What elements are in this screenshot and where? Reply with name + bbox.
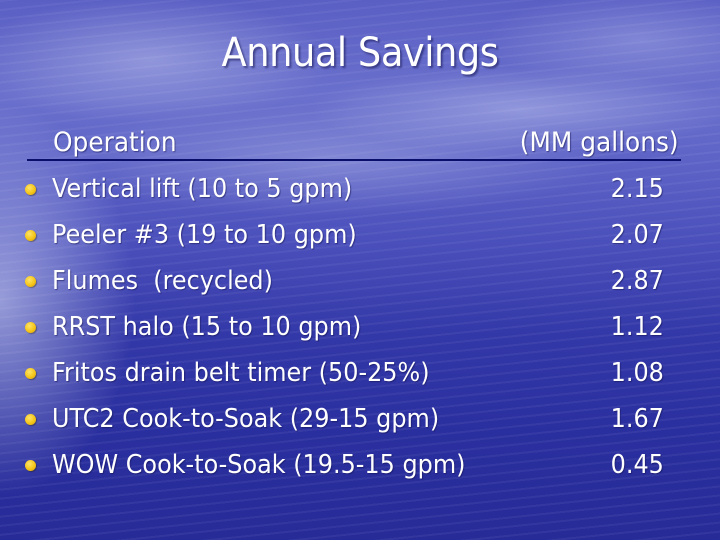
list-item: Flumes (recycled) 2.87	[0, 262, 720, 308]
savings-value: 1.12	[610, 312, 664, 342]
operation-label: Flumes (recycled)	[52, 266, 273, 296]
list-item: Peeler #3 (19 to 10 gpm) 2.07	[0, 216, 720, 262]
bullet-icon	[25, 368, 36, 379]
bullet-icon	[25, 184, 36, 195]
operation-label: RRST halo (15 to 10 gpm)	[52, 312, 362, 342]
list-item: Fritos drain belt timer (50-25%) 1.08	[0, 354, 720, 400]
bullet-icon	[25, 230, 36, 241]
operation-label: Vertical lift (10 to 5 gpm)	[52, 174, 353, 204]
bullet-icon	[25, 322, 36, 333]
list-item: RRST halo (15 to 10 gpm) 1.12	[0, 308, 720, 354]
savings-list: Vertical lift (10 to 5 gpm) 2.15 Peeler …	[0, 170, 720, 492]
header-operation: Operation	[53, 127, 177, 158]
list-item: Vertical lift (10 to 5 gpm) 2.15	[0, 170, 720, 216]
operation-label: Peeler #3 (19 to 10 gpm)	[52, 220, 357, 250]
savings-value: 2.87	[610, 266, 664, 296]
slide-title: Annual Savings	[221, 30, 499, 76]
savings-value: 2.15	[610, 174, 664, 204]
list-item: WOW Cook-to-Soak (19.5-15 gpm) 0.45	[0, 446, 720, 492]
bullet-icon	[25, 276, 36, 287]
table-header: Operation (MM gallons)	[27, 127, 681, 161]
header-units: (MM gallons)	[520, 127, 679, 158]
operation-label: Fritos drain belt timer (50-25%)	[52, 358, 430, 388]
operation-label: WOW Cook-to-Soak (19.5-15 gpm)	[52, 450, 466, 480]
operation-label: UTC2 Cook-to-Soak (29-15 gpm)	[52, 404, 440, 434]
savings-value: 2.07	[610, 220, 664, 250]
bullet-icon	[25, 414, 36, 425]
bullet-icon	[25, 460, 36, 471]
savings-value: 1.08	[610, 358, 664, 388]
savings-value: 0.45	[610, 450, 664, 480]
list-item: UTC2 Cook-to-Soak (29-15 gpm) 1.67	[0, 400, 720, 446]
savings-value: 1.67	[610, 404, 664, 434]
